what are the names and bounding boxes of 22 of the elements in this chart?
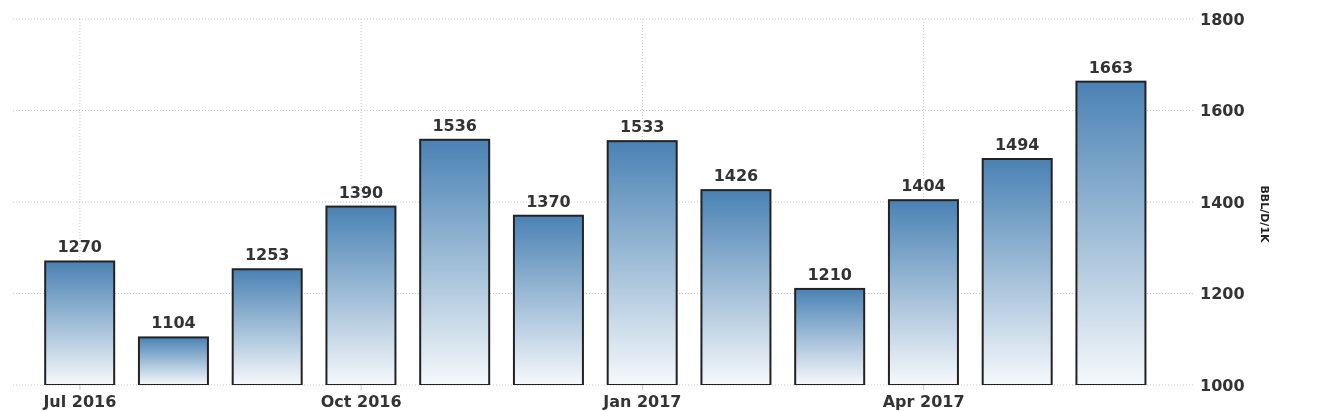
y-tick-label: 1200 (1200, 284, 1245, 304)
data-label: 1270 (57, 237, 102, 257)
data-label: 1404 (901, 176, 946, 196)
x-tick-label: Apr 2017 (882, 392, 965, 411)
y-axis-title: BBL/D/1K (1258, 185, 1272, 244)
data-label: 1426 (713, 166, 759, 186)
x-tick-label: Oct 2016 (320, 392, 402, 411)
data-label: 1390 (338, 182, 384, 202)
data-label: 1536 (432, 115, 477, 135)
x-tick-label: Jan 2017 (602, 392, 682, 411)
data-label: 1104 (151, 313, 196, 333)
data-label: 1253 (244, 245, 290, 265)
data-label: 1494 (994, 134, 1040, 154)
y-tick-label: 1600 (1200, 101, 1245, 121)
data-label: 1370 (526, 191, 571, 211)
y-tick-label: 1800 (1200, 9, 1245, 29)
data-label: 1210 (807, 264, 852, 284)
x-tick-label: Jul 2016 (42, 392, 117, 411)
data-label: 1663 (1088, 57, 1134, 77)
y-tick-label: 1000 (1200, 375, 1245, 395)
data-label: 1533 (619, 117, 665, 137)
y-tick-label: 1400 (1200, 192, 1245, 212)
